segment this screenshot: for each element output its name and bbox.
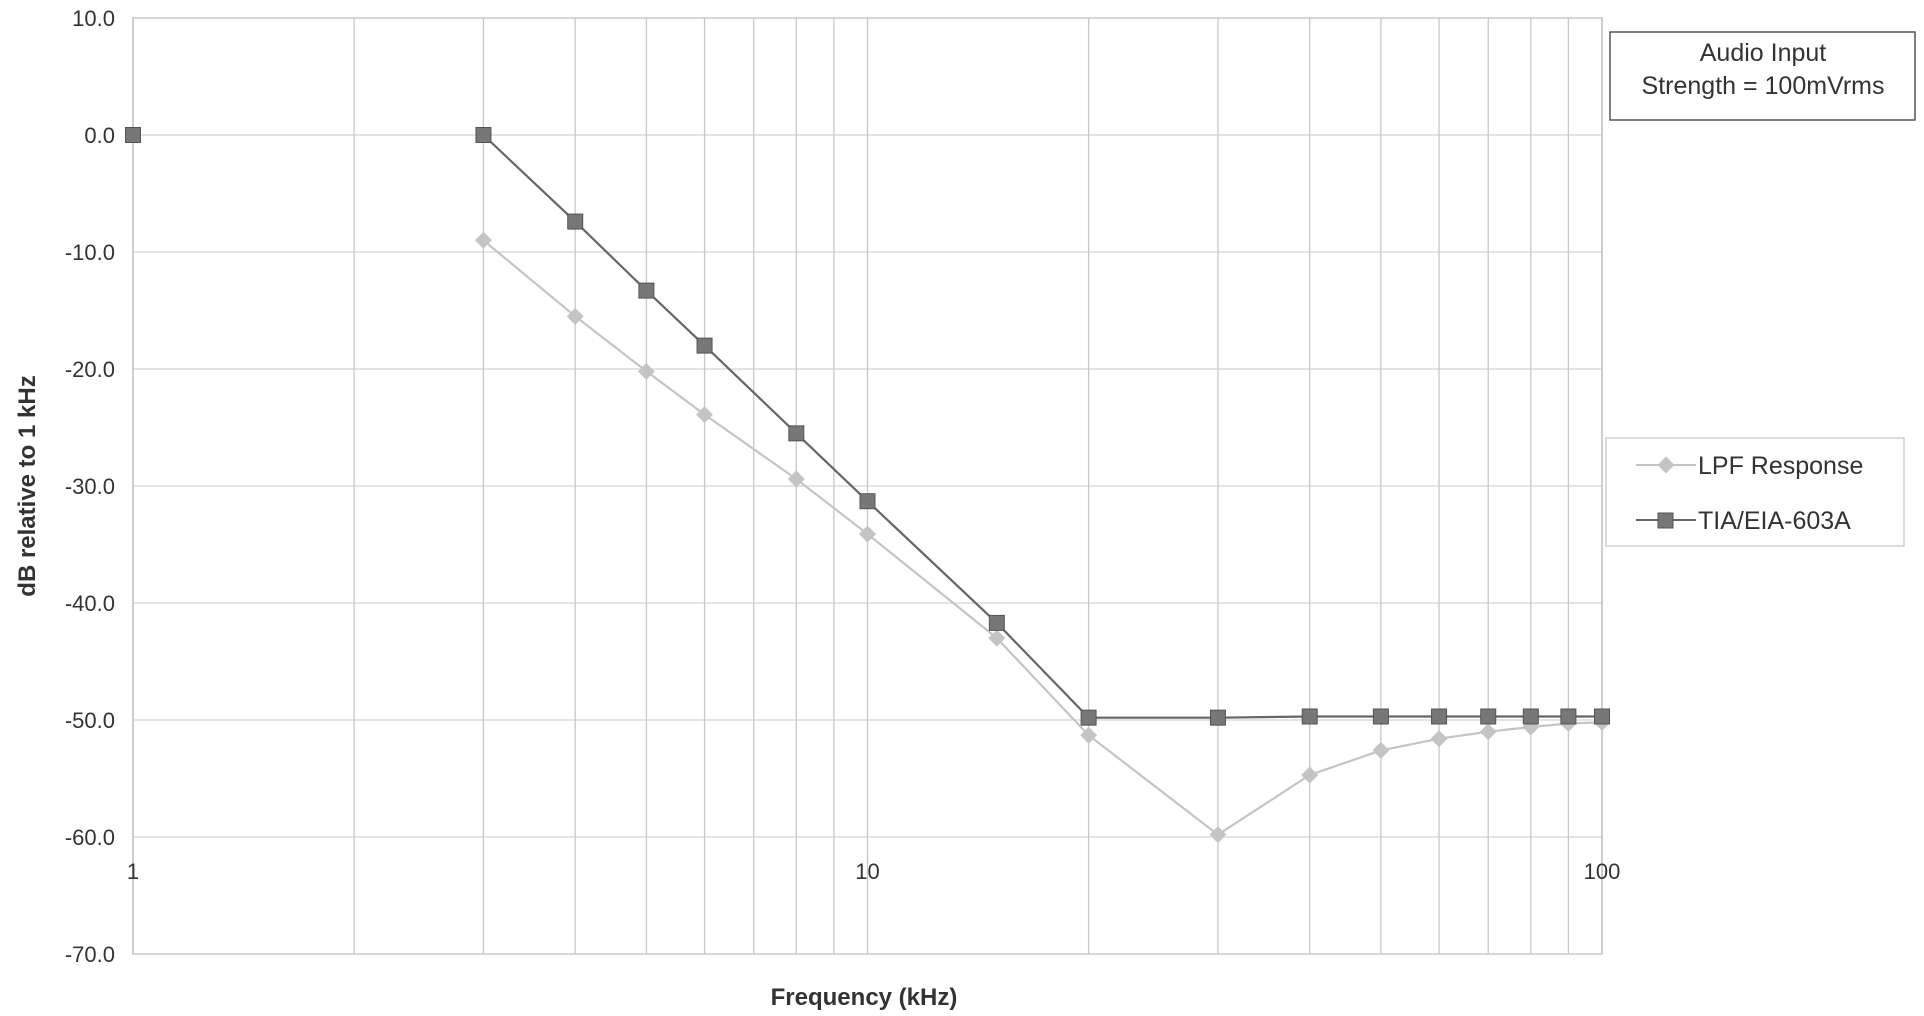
tia-eia-603a-point (1560, 708, 1577, 725)
lpf-response-point (1080, 726, 1098, 744)
series-line-tia-eia-603a (482, 134, 1602, 719)
x-gridlines (132, 18, 1603, 954)
tia-eia-603a-point (859, 493, 876, 510)
tia-eia-603a-point (1522, 708, 1539, 725)
tia-eia-603a-point (1080, 709, 1097, 726)
y-tick-label: -40.0 (65, 591, 115, 616)
lpf-response-point (1372, 741, 1390, 759)
x-tick-label: 10 (855, 859, 879, 884)
tia-eia-603a-point (696, 337, 713, 354)
lpf-response-point (474, 231, 492, 249)
tia-eia-603a-point (1431, 708, 1448, 725)
tia-eia-603a-point (475, 127, 492, 143)
lpf-response-point (787, 470, 805, 488)
legend-label-lpf: LPF Response (1698, 452, 1863, 480)
y-tick-label: -10.0 (65, 240, 115, 265)
legend-marker-tia (1657, 512, 1674, 529)
tia-eia-603a-point (788, 425, 805, 442)
series-layer (125, 127, 1611, 844)
tia-eia-603a-point (1594, 708, 1610, 725)
tia-eia-603a-point (1301, 708, 1318, 725)
y-tick-label: 10.0 (72, 6, 115, 31)
annotation-box: Audio Input Strength = 100mVrms (1609, 31, 1916, 121)
y-tick-label: -20.0 (65, 357, 115, 382)
tia-eia-603a-point (1480, 708, 1497, 725)
annotation-line-1: Audio Input (1700, 39, 1827, 67)
y-tick-label: -60.0 (65, 825, 115, 850)
tia-eia-603a-point (988, 614, 1005, 631)
tia-eia-603a-point (125, 127, 141, 143)
lpf-response-point (1430, 730, 1448, 748)
y-axis-title: dB relative to 1 kHz (14, 375, 41, 596)
series-line-lpf-response (482, 239, 1603, 837)
x-tick-label: 1 (127, 859, 139, 884)
lpf-response-point (637, 362, 655, 380)
lpf-response-point (1209, 826, 1227, 844)
lpf-response-point (859, 525, 876, 543)
annotation-line-2: Strength = 100mVrms (1642, 72, 1885, 100)
x-tick-labels: 1 10 100 (127, 859, 1620, 884)
lpf-response-point (988, 629, 1006, 647)
y-tick-label: -50.0 (65, 708, 115, 733)
y-tick-labels: 10.0 0.0 -10.0 -20.0 -30.0 -40.0 -50.0 -60.0 -70… (65, 6, 115, 967)
lpf-response-point (1479, 723, 1497, 741)
lpf-response-point (566, 307, 584, 325)
lpf-response-point (696, 406, 714, 424)
legend-label-tia: TIA/EIA-603A (1698, 507, 1851, 535)
lpf-response-point (1301, 766, 1319, 784)
x-axis-title: Frequency (kHz) (771, 984, 958, 1011)
legend: LPF Response TIA/EIA-603A (1605, 437, 1905, 547)
tia-eia-603a-point (1372, 708, 1389, 725)
tia-eia-603a-point (567, 213, 584, 230)
legend-box (1605, 437, 1905, 547)
x-tick-label: 100 (1584, 859, 1621, 884)
tia-eia-603a-point (638, 282, 655, 299)
y-tick-label: -70.0 (65, 942, 115, 967)
y-tick-label: 0.0 (84, 123, 115, 148)
tia-eia-603a-point (1209, 709, 1226, 726)
y-tick-label: -30.0 (65, 474, 115, 499)
